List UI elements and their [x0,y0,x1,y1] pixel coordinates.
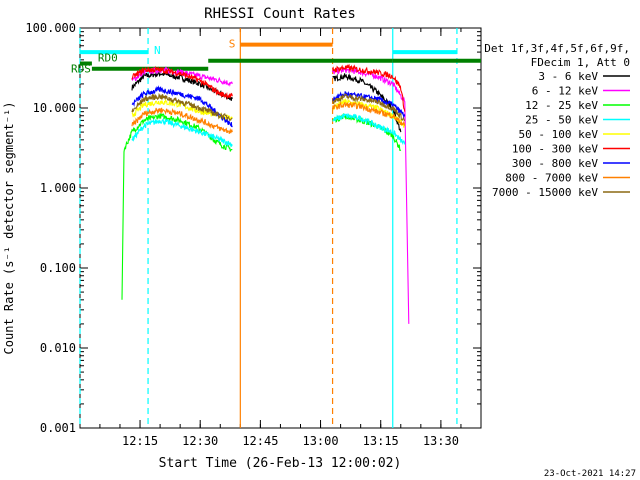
y-axis-label: Count Rate (s⁻¹ detector segment⁻¹) [2,102,16,355]
flag-bar-label: RD0 [98,51,118,64]
legend-entry-label: 300 - 800 keV [512,157,598,170]
y-tick-label: 100.000 [25,21,76,35]
chart-title: RHESSI Count Rates [204,6,356,22]
x-tick-label: 12:45 [242,434,278,448]
legend-entry-label: 50 - 100 keV [519,128,599,141]
flag-bar-label: RDS [71,63,91,76]
y-tick-label: 0.001 [40,421,76,435]
series-line-4 [131,117,233,148]
legend-entry-label: 3 - 6 keV [538,70,598,83]
legend-entry-label: 12 - 25 keV [525,99,598,112]
legend-entry-label: 25 - 50 keV [525,114,598,127]
x-tick-label: 12:15 [122,434,158,448]
x-tick-label: 13:30 [423,434,459,448]
series-line-9 [332,93,406,122]
series-line-8 [332,101,406,126]
x-tick-label: 13:00 [302,434,338,448]
y-tick-label: 0.010 [40,341,76,355]
x-axis-label: Start Time (26-Feb-13 12:00:02) [159,456,402,471]
legend-entry-label: 7000 - 15000 keV [492,186,598,199]
y-tick-label: 10.000 [33,101,76,115]
legend-header-line-1: Det 1f,3f,4f,5f,6f,9f, [484,42,630,55]
flag-bar-label: N [154,44,161,57]
series-line-9 [131,92,233,122]
plot-area [79,27,482,429]
legend-header-line-2: FDecim 1, Att 0 [531,56,630,69]
series-line-4 [332,112,406,146]
legend-entry-label: 100 - 300 keV [512,143,598,156]
series-line-3 [121,113,233,300]
flag-bar-label: S [229,38,236,51]
annotations-layer: N S RD0 RDS [71,28,481,428]
legend: Det 1f,3f,4f,5f,6f,9f, FDecim 1, Att 0 3… [484,42,630,199]
series-line-6 [332,63,406,112]
series-line-6 [131,65,233,100]
footer-date: 23-Oct-2021 14:27 [544,469,636,479]
x-axis: 12:15 12:30 12:45 13:00 13:15 13:30 [99,28,462,448]
y-tick-label: 0.100 [40,261,76,275]
x-tick-label: 13:15 [363,434,399,448]
series-line-7 [131,85,233,128]
series-line-8 [131,107,233,134]
legend-entry-label: 800 - 7000 keV [505,172,598,185]
y-axis: 0.001 0.010 0.100 1.000 10.000 100.000 [25,21,481,435]
plot-frame [79,27,482,429]
series-layer [121,63,410,324]
y-tick-label: 1.000 [40,181,76,195]
legend-entry-label: 6 - 12 keV [532,85,599,98]
x-tick-label: 12:30 [182,434,218,448]
